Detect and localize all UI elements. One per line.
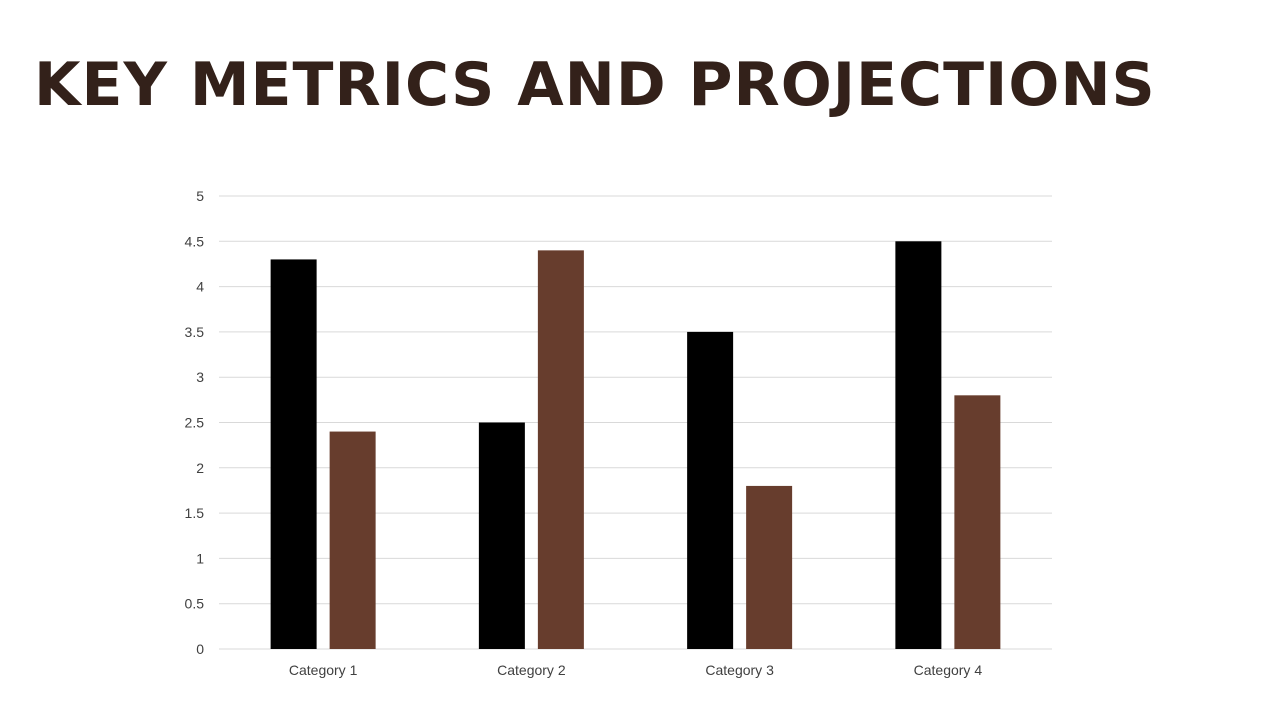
y-tick-label: 4.5: [185, 233, 205, 249]
bar-series2-category3: [746, 485, 793, 649]
y-tick-label: 1: [196, 550, 204, 566]
bar-series2-category2: [537, 250, 584, 650]
bar-series2-category4: [954, 395, 1001, 649]
y-tick-label: 5: [196, 188, 204, 204]
y-tick-label: 3: [196, 369, 204, 385]
y-tick-label: 0: [196, 641, 204, 657]
y-tick-label: 2: [196, 460, 204, 476]
y-axis-tick-labels: 0 0.5 1 1.5 2 2.5 3 3.5 4 4.5 5: [185, 188, 205, 657]
y-tick-label: 3.5: [185, 324, 205, 340]
bar-series1-category1: [270, 259, 317, 649]
slide-title: KEY METRICS AND PROJECTIONS: [34, 50, 1156, 120]
x-axis-tick-labels: Category 1 Category 2 Category 3 Category 4: [289, 662, 982, 678]
x-tick-label: Category 1: [289, 662, 358, 678]
x-tick-label: Category 4: [914, 662, 983, 678]
bar-series2-category1: [329, 431, 376, 649]
bar-series1-category3: [687, 331, 734, 649]
y-tick-label: 1.5: [185, 505, 205, 521]
bars: [270, 241, 1001, 650]
x-tick-label: Category 2: [497, 662, 566, 678]
bar-series1-category2: [478, 422, 525, 649]
y-tick-label: 0.5: [185, 596, 205, 612]
x-tick-label: Category 3: [705, 662, 774, 678]
bar-series1-category4: [895, 241, 942, 650]
y-tick-label: 4: [196, 279, 204, 295]
y-tick-label: 2.5: [185, 415, 205, 431]
